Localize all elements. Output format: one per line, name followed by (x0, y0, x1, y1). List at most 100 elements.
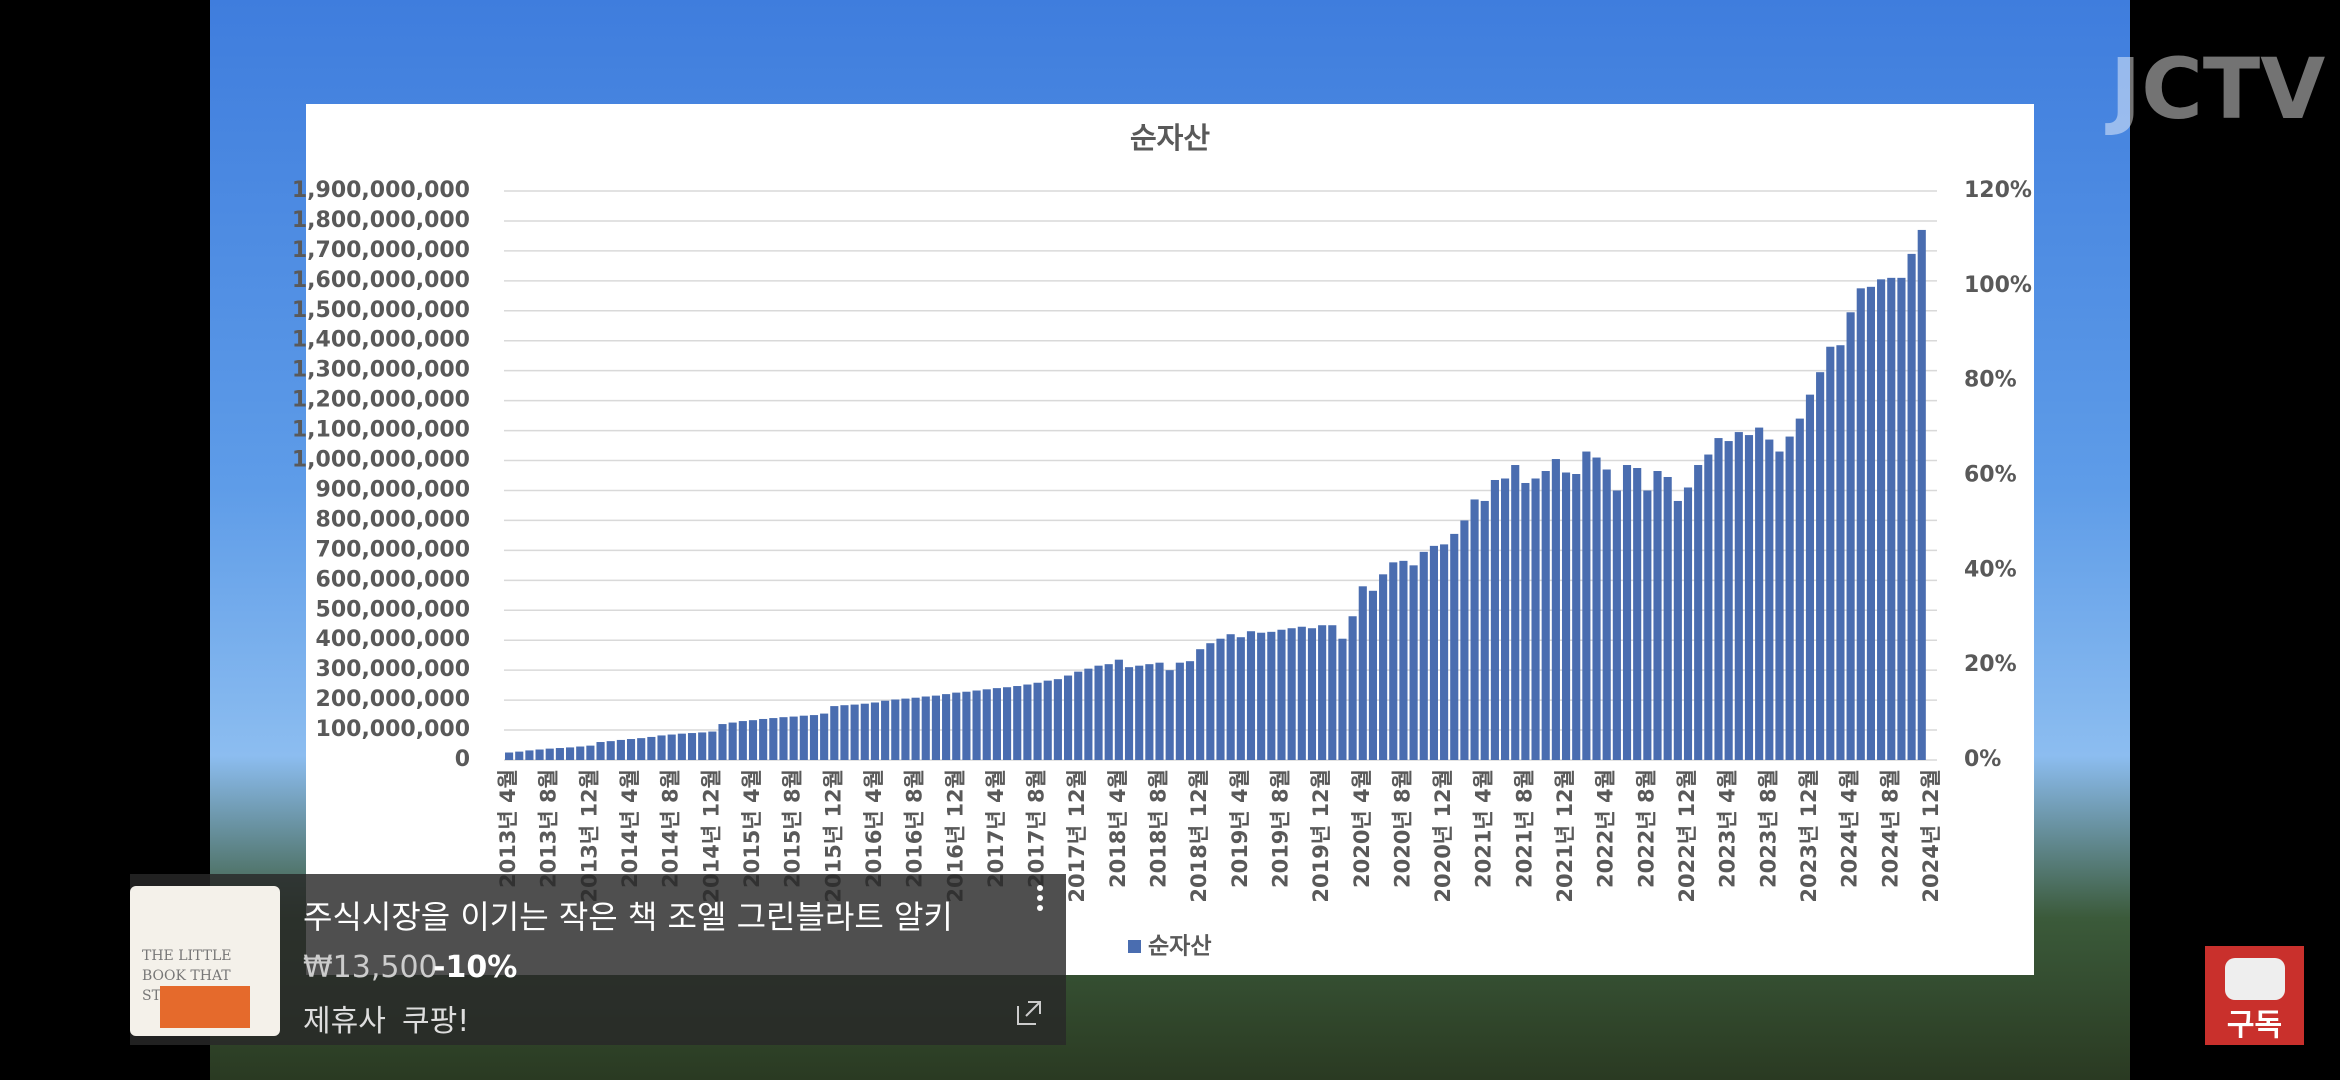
bar (1023, 684, 1032, 760)
bar (1389, 562, 1398, 760)
bar (1358, 586, 1367, 760)
bar (820, 713, 829, 760)
x-tick-label: 2013년 4월 (496, 769, 520, 888)
bar (545, 748, 554, 760)
bar (1582, 451, 1591, 760)
bar (1572, 474, 1581, 760)
bar (1673, 500, 1682, 760)
ad-store[interactable]: 쿠팡! (402, 1004, 470, 1039)
external-link-icon[interactable] (1014, 998, 1044, 1028)
ad-menu[interactable] (1020, 878, 1060, 918)
bar (1724, 441, 1733, 760)
bar (1379, 574, 1388, 760)
bar (1917, 229, 1926, 760)
bar (901, 698, 910, 760)
bar (1683, 487, 1693, 760)
y-tick-label: 1,600,000,000 (292, 268, 470, 293)
x-tick-label: 2017년 4월 (984, 769, 1008, 888)
y-tick-label: 600,000,000 (316, 567, 470, 592)
x-tick-label: 2018년 12월 (1187, 769, 1211, 903)
x-tick-label: 2024년 12월 (1919, 769, 1943, 903)
bar (698, 732, 707, 760)
x-tick-label: 2017년 8월 (1025, 769, 1049, 888)
x-tick-label: 2023년 4월 (1716, 769, 1740, 888)
shopping-ad[interactable]: THE LITTLE BOOK THAT STILL BEATS 주식시장을 이… (130, 874, 1066, 1045)
bar (1866, 286, 1876, 760)
bar (860, 703, 869, 760)
bar (1602, 469, 1611, 760)
bar (1277, 629, 1286, 760)
bar (687, 733, 697, 760)
x-tick-label: 2022년 8월 (1634, 769, 1658, 888)
y-tick-label: 1,300,000,000 (292, 358, 470, 383)
bar (1846, 312, 1855, 760)
bar (1744, 435, 1754, 760)
bar (1013, 686, 1022, 760)
ad-price: ₩13,500 (303, 950, 438, 985)
bar (1470, 499, 1479, 760)
y-tick-label: 1,000,000,000 (292, 448, 470, 473)
bar (870, 702, 880, 760)
x-tick-label: 2024년 8월 (1878, 769, 1902, 888)
bar (1551, 459, 1560, 760)
bar (1531, 478, 1540, 760)
bar (1226, 634, 1235, 760)
bar (576, 746, 585, 760)
bar (1663, 476, 1672, 760)
bar (1043, 680, 1052, 760)
bar (881, 700, 890, 760)
bar (1053, 679, 1062, 760)
ad-label: 제휴사 (303, 1004, 386, 1039)
bar (1348, 616, 1357, 760)
subscribe-label: 구독 (2226, 1008, 2283, 1043)
bar (586, 745, 595, 760)
ad-title[interactable]: 주식시장을 이기는 작은 책 조엘 그린블라트 알키 (303, 898, 953, 936)
bar (1135, 665, 1144, 760)
bar (1074, 671, 1083, 760)
x-tick-label: 2019년 12월 (1309, 769, 1333, 903)
bar (1297, 626, 1306, 760)
bar (1592, 457, 1601, 760)
bar (1206, 643, 1215, 760)
thumbnail-band (160, 986, 250, 1028)
bar (982, 689, 991, 760)
bar (525, 750, 534, 760)
bar (1521, 482, 1530, 760)
x-tick-label: 2021년 12월 (1553, 769, 1577, 903)
bar (1419, 551, 1428, 760)
bar (1094, 665, 1103, 760)
bar (1145, 664, 1154, 760)
bar (1328, 625, 1337, 760)
bar (952, 692, 961, 760)
y-tick-label: 900,000,000 (316, 477, 470, 502)
bar (1257, 632, 1266, 760)
y-tick-label: 500,000,000 (316, 597, 470, 622)
bar (1480, 500, 1489, 760)
y2-tick-label: 40% (1964, 557, 2017, 582)
bar (1511, 465, 1520, 760)
x-tick-label: 2022년 4월 (1594, 769, 1618, 888)
bar (718, 724, 727, 760)
y-tick-label: 200,000,000 (316, 687, 470, 712)
bar (1307, 628, 1317, 760)
bar (840, 705, 849, 760)
chart-title: 순자산 (1130, 121, 1210, 155)
y2-tick-label: 0% (1964, 747, 2001, 772)
bar (728, 722, 737, 760)
bar (505, 752, 514, 760)
x-tick-label: 2020년 12월 (1431, 769, 1455, 903)
bar (748, 720, 758, 760)
subscribe-button[interactable]: 구독 (2205, 946, 2304, 1045)
bar (1897, 277, 1906, 760)
ad-thumbnail[interactable]: THE LITTLE BOOK THAT STILL BEATS (130, 886, 280, 1036)
x-tick-label: 2019년 4월 (1228, 769, 1252, 888)
y2-tick-label: 60% (1964, 463, 2017, 488)
bar (962, 691, 971, 760)
y-tick-label: 1,200,000,000 (292, 388, 470, 413)
bar (789, 716, 798, 760)
y-tick-label: 1,400,000,000 (292, 328, 470, 353)
bar (850, 704, 859, 760)
bar (1216, 638, 1225, 760)
bar (515, 751, 524, 760)
